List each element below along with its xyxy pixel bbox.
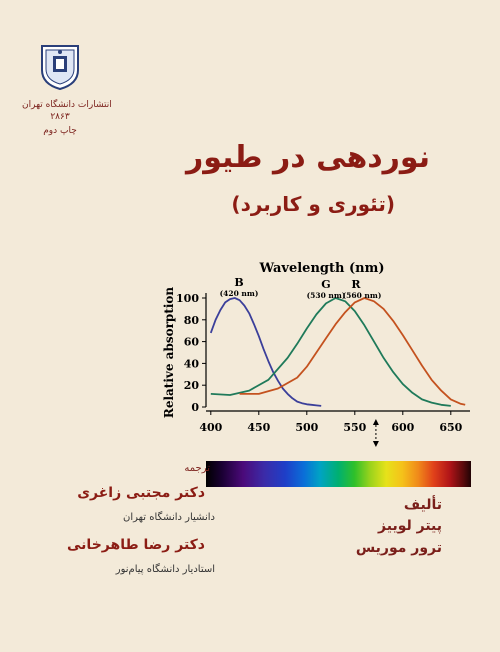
y-tick-label-60: 60 — [184, 336, 200, 349]
series-R-line — [239, 297, 466, 406]
book-title: نوردهی در طیور — [185, 140, 430, 175]
x-tick-label-500: 500 — [295, 421, 318, 434]
y-tick-label-0: 0 — [191, 401, 199, 414]
series-B-name: B — [234, 276, 243, 289]
translator-2-name: دکتر رضا طاهرخانی — [67, 537, 205, 553]
book-subtitle: (تئوری و کاربرد) — [231, 192, 395, 216]
series-B-line — [209, 297, 322, 407]
edition-label: چاپ دوم — [43, 126, 77, 136]
translator-1-affiliation: دانشیار دانشگاه تهران — [123, 512, 215, 523]
series-G-name: G — [321, 278, 330, 291]
translators-role: ترجمه — [184, 463, 210, 474]
translator-2-affiliation: استادیار دانشگاه پیام‌نور — [115, 564, 215, 575]
chart-title: Wavelength (nm) — [259, 261, 385, 276]
y-tick-label-40: 40 — [184, 357, 200, 370]
marker-arrow-down-icon — [372, 441, 379, 447]
series-R-name: R — [351, 278, 361, 291]
series-R-peak: (560 nm) — [343, 291, 382, 300]
x-tick-label-450: 450 — [247, 421, 270, 434]
author-1-name: پیتر لوییز — [378, 518, 442, 534]
y-tick-label-100: 100 — [176, 292, 199, 305]
x-tick-label-600: 600 — [391, 421, 414, 434]
translator-1-name: دکتر مجتبی زاغری — [77, 485, 205, 501]
y-axis-label: Relative absorption — [162, 287, 176, 419]
series-B-peak: (420 nm) — [220, 289, 259, 298]
author-2-name: ترور موریس — [355, 540, 442, 556]
publication-number: ۲۸۶۳ — [50, 112, 70, 122]
authors-role: تألیف — [403, 497, 442, 513]
x-tick-label-650: 650 — [439, 421, 462, 434]
series-G-peak: (530 nm) — [307, 291, 346, 300]
x-tick-label-400: 400 — [199, 421, 222, 434]
y-tick-label-20: 20 — [184, 379, 200, 392]
marker-arrow-up-icon — [372, 419, 379, 425]
y-tick-label-80: 80 — [184, 314, 200, 327]
series-G-line — [210, 297, 451, 407]
university-seal-icon — [41, 45, 79, 90]
publisher-name: انتشارات دانشگاه تهران — [22, 100, 112, 110]
publisher-block: انتشارات دانشگاه تهران ۲۸۶۳ چاپ دوم — [22, 40, 112, 138]
x-tick-label-550: 550 — [343, 421, 366, 434]
visible-spectrum-bar — [206, 461, 471, 487]
